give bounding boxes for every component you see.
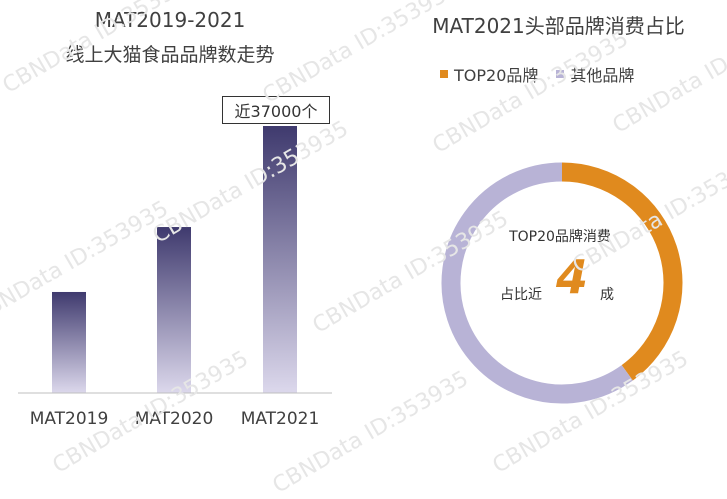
left-chart-title: MAT2019-2021 [94,8,246,32]
chart-canvas: MAT2019 MAT2020 MAT2021 [18,126,683,429]
bar-mat2019 [52,291,86,393]
legend-item-top20: TOP20品牌 [440,62,538,86]
legend-swatch-top20 [440,70,448,78]
donut-center-label: TOP20品牌消费 [509,229,611,245]
x-tick-label: MAT2020 [135,409,214,429]
donut-center-suffix: 成 [600,287,614,303]
x-tick-label: MAT2021 [241,409,320,429]
left-chart-subtitle: 线上大猫食品品牌数走势 [65,44,275,66]
donut-slice-top20 [561,162,683,381]
donut-center-number: 4 [556,250,589,304]
legend-label-others: 其他品牌 [570,66,635,85]
legend-label-top20: TOP20品牌 [454,66,539,85]
donut-slice-others [441,162,633,404]
right-chart-title: MAT2021头部品牌消费占比 [432,14,685,38]
donut-center-prefix: 占比近 [500,287,542,303]
bar-mat2021 [263,126,297,393]
legend: TOP20品牌 其他品牌 [440,62,634,86]
legend-swatch-others [556,70,565,78]
legend-item-others: 其他品牌 [556,62,634,86]
x-tick-label: MAT2019 [30,409,109,429]
bar-mat2020 [157,227,191,393]
bar-annotation-callout: 近37000个 [222,96,330,124]
donut-center-value: 占比近 4 成 [500,250,630,306]
